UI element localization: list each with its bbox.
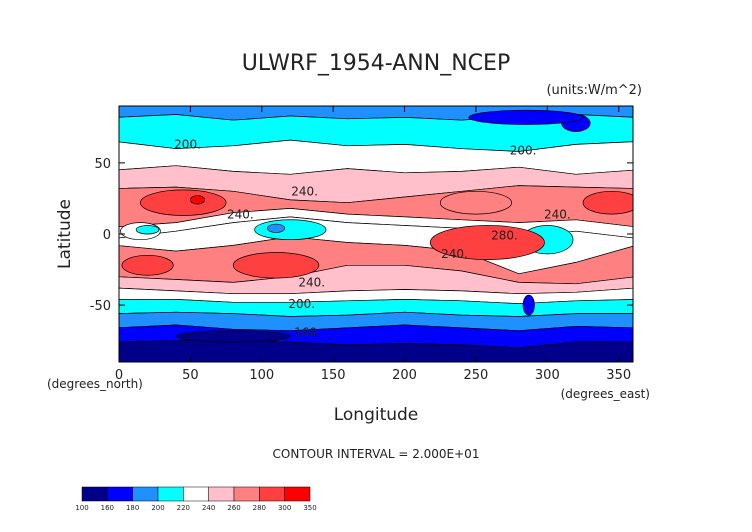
x-tick-label: 300	[535, 368, 560, 383]
x-tick-label: 150	[321, 368, 346, 383]
contour-value-labels: 200. 200. 240. 240. 240. 280. 240. 240. 200. 160.	[174, 138, 571, 340]
contour-label: 200.	[510, 143, 537, 157]
colorbar-label: 180	[126, 504, 139, 512]
units-label: (units:W/m^2)	[546, 83, 642, 98]
contour-label: 160.	[294, 325, 321, 339]
contour-label: 240.	[227, 207, 254, 221]
contour-bands	[119, 106, 633, 362]
colorbar-label: 160	[101, 504, 114, 512]
colorbar-swatch	[284, 486, 311, 502]
y-axis-label: Latitude	[55, 199, 75, 269]
y-tick-label: 0	[103, 228, 111, 243]
colorbar-swatch	[233, 486, 260, 502]
andes-feature	[522, 294, 535, 316]
colorbar-label: 220	[177, 504, 190, 512]
y-axis-unit: (degrees_north)	[47, 377, 143, 391]
band-antarctica	[119, 338, 633, 362]
contour-interval-label: CONTOUR INTERVAL = 2.000E+01	[273, 447, 480, 461]
pacific-north-high	[439, 190, 512, 215]
colorbar-label: 350	[303, 504, 316, 512]
colorbar-swatch	[81, 486, 108, 502]
chart-title: ULWRF_1954-ANN_NCEP	[242, 51, 510, 76]
arctic-cold	[468, 109, 584, 125]
indonesia-convection	[254, 219, 327, 241]
map-plot-area: 200. 200. 240. 240. 240. 280. 240. 240. 200. 160.	[119, 106, 633, 362]
x-tick-label: 100	[249, 368, 274, 383]
colorbar-swatch	[208, 486, 235, 502]
australia-high	[232, 252, 320, 279]
x-axis-ticks: 0 50 100 150 200 250 300 350	[115, 106, 631, 383]
x-tick-label: 200	[392, 368, 417, 383]
x-tick-label: 250	[464, 368, 489, 383]
y-axis-ticks: 50 0 -50	[90, 157, 633, 314]
colorbar-swatch	[132, 486, 159, 502]
x-axis-label: Longitude	[334, 405, 419, 425]
colorbar-swatch	[259, 486, 285, 502]
indonesia-core	[267, 223, 285, 233]
colorbar-label: 200	[151, 504, 164, 512]
south-africa-high	[121, 254, 174, 276]
contour-label: 240.	[298, 276, 325, 290]
contour-label: 240.	[291, 185, 318, 199]
contour-label: 240.	[544, 207, 571, 221]
contour-label: 240.	[441, 247, 468, 261]
colorbar: 100 160 180 200 220 240 260 280 300 350	[75, 486, 317, 512]
colorbar-label: 240	[202, 504, 215, 512]
antarctic-core	[175, 330, 291, 343]
contour-label: 200.	[288, 297, 315, 311]
colorbar-swatch	[183, 486, 209, 502]
y-tick-label: -50	[90, 299, 111, 314]
colorbar-label: 100	[75, 504, 88, 512]
x-tick-label: 350	[606, 368, 631, 383]
colorbar-label: 280	[253, 504, 266, 512]
colorbar-swatch	[107, 486, 133, 502]
colorbar-label: 260	[227, 504, 240, 512]
contour-label: 280.	[491, 229, 518, 243]
y-tick-label: 50	[94, 157, 111, 172]
atlantic-high	[582, 190, 633, 215]
sahara-peak	[190, 195, 206, 205]
x-axis-unit: (degrees_east)	[561, 387, 650, 401]
colorbar-swatch	[157, 486, 184, 502]
africa-core	[135, 225, 160, 235]
x-tick-label: 0	[115, 368, 123, 383]
sahara-high	[140, 189, 227, 216]
contour-label: 200.	[174, 138, 201, 152]
pacific-south-high	[429, 225, 545, 260]
x-tick-label: 50	[182, 368, 199, 383]
colorbar-label: 300	[278, 504, 291, 512]
contour-features	[120, 109, 633, 343]
